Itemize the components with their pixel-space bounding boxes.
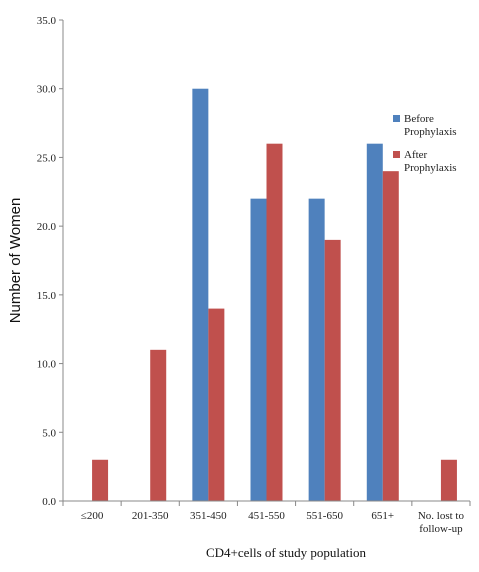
legend-swatch <box>393 151 400 158</box>
bar-before-prophylaxis <box>366 143 383 501</box>
bar-before-prophylaxis <box>192 88 209 501</box>
x-category-label: 551-650 <box>306 510 343 522</box>
y-tick-label: 0.0 <box>42 496 56 508</box>
x-category-label: 651+ <box>371 510 394 522</box>
bar-after-prophylaxis <box>92 459 109 501</box>
y-tick-label: 20.0 <box>37 221 57 233</box>
legend: Before Prophylaxis After Prophylaxis <box>393 113 457 174</box>
y-axis-title: Number of Women <box>7 198 24 324</box>
x-category-label: No. lost to follow-up <box>418 510 465 535</box>
y-tick-label: 35.0 <box>37 15 57 27</box>
y-tick-label: 15.0 <box>37 290 57 302</box>
x-category-label: 201-350 <box>132 510 169 522</box>
bar-after-prophylaxis <box>150 349 167 501</box>
y-tick-label: 25.0 <box>37 152 57 164</box>
x-category-label: 351-450 <box>190 510 227 522</box>
bar-after-prophylaxis <box>382 171 399 501</box>
bar-after-prophylaxis <box>440 459 457 501</box>
legend-swatch <box>393 115 400 122</box>
bars <box>92 88 457 501</box>
bar-after-prophylaxis <box>324 239 341 501</box>
legend-label: After Prophylaxis <box>404 149 457 174</box>
y-tick-label: 5.0 <box>42 427 56 439</box>
bar-after-prophylaxis <box>266 143 283 501</box>
bar-before-prophylaxis <box>308 198 325 501</box>
x-category-label: ≤200 <box>81 510 104 522</box>
y-tick-label: 10.0 <box>37 359 57 371</box>
x-category-label: 451-550 <box>248 510 285 522</box>
x-axis-title: CD4+cells of study population <box>206 545 367 560</box>
bar-before-prophylaxis <box>250 198 267 501</box>
y-tick-label: 30.0 <box>37 84 57 96</box>
legend-label: Before Prophylaxis <box>404 113 457 138</box>
y-axis-ticks: 0.0 5.0 10.0 15.0 20.0 25.0 30.0 35.0 <box>37 15 63 508</box>
bar-after-prophylaxis <box>208 308 225 501</box>
x-axis-ticks: ≤200 201-350 351-450 451-550 551-650 651+ No. … <box>62 501 471 535</box>
